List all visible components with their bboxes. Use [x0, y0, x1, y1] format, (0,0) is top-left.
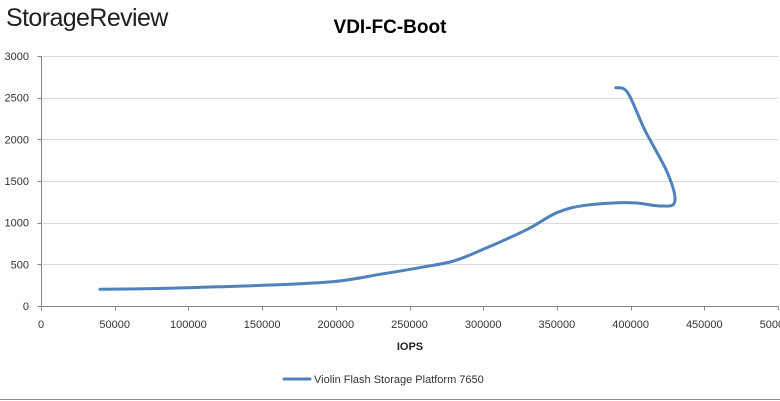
series-line-0 — [98, 86, 677, 291]
y-tick-label-5: 2500 — [5, 93, 29, 105]
legend: Violin Flash Storage Platform 7650 — [282, 374, 484, 386]
y-tick-label-1: 500 — [11, 259, 29, 271]
x-tick-label-7: 350000 — [539, 319, 576, 331]
x-tick-label-10: 500000 — [760, 319, 780, 331]
chart-title: VDI-FC-Boot — [334, 17, 448, 38]
y-tick-labels: 0 500 1000 1500 2000 2500 3000 — [5, 51, 42, 313]
legend-label-0: Violin Flash Storage Platform 7650 — [314, 374, 484, 386]
y-tick-label-6: 3000 — [5, 51, 29, 63]
x-tick-label-2: 100000 — [170, 319, 207, 331]
x-tick-label-0: 0 — [38, 319, 44, 331]
x-axis-title: IOPS — [397, 341, 423, 353]
storagereview-logo: StorageReview — [6, 4, 168, 32]
y-tick-label-4: 2000 — [5, 134, 29, 146]
x-tick-label-5: 250000 — [391, 319, 428, 331]
y-tick-label-2: 1000 — [5, 218, 29, 230]
x-tick-label-1: 50000 — [99, 319, 130, 331]
y-tick-label-0: 0 — [23, 301, 29, 313]
x-tick-label-4: 200000 — [317, 319, 354, 331]
series-lines — [98, 86, 677, 291]
y-tick-label-3: 1500 — [5, 176, 29, 188]
x-tick-label-8: 400000 — [612, 319, 649, 331]
gridlines — [41, 56, 778, 265]
x-tick-label-6: 300000 — [465, 319, 502, 331]
x-tick-label-9: 450000 — [686, 319, 723, 331]
x-tick-label-3: 150000 — [244, 319, 281, 331]
x-tick-labels: 0 50000 100000 150000 200000 250000 300000 3500… — [38, 306, 780, 331]
